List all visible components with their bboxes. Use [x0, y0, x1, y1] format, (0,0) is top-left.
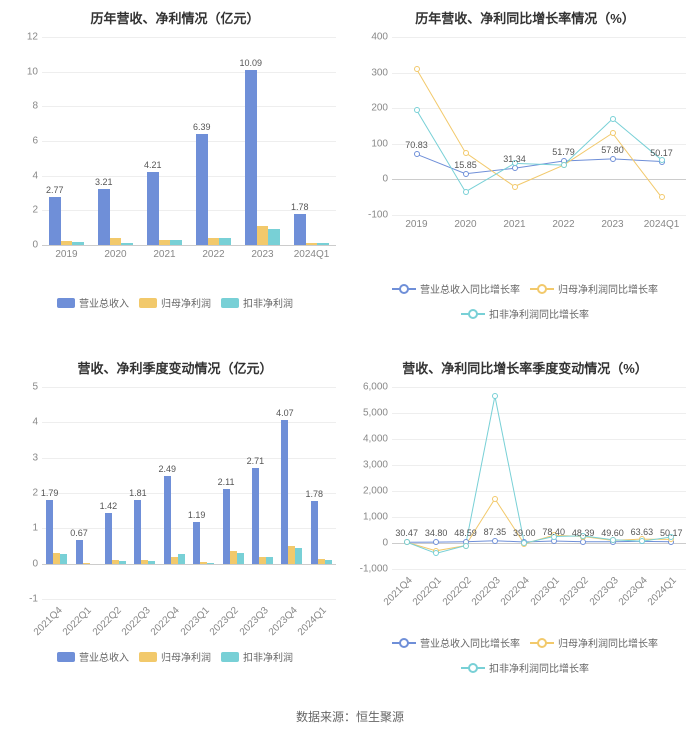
- chart-title: 营收、净利季度变动情况（亿元）: [6, 358, 344, 377]
- chart-title: 历年营收、净利同比增长率情况（%）: [356, 8, 694, 27]
- legend: 营业总收入同比增长率归母净利润同比增长率扣非净利润同比增长率: [356, 635, 694, 675]
- panel-annual-revenue: 历年营收、净利情况（亿元） 0246810122.773.214.216.391…: [0, 0, 350, 350]
- chart-area: -1,00001,0002,0003,0004,0005,0006,00030.…: [356, 383, 694, 633]
- chart-area: -10123451.790.671.421.812.491.192.112.71…: [6, 383, 344, 647]
- chart-title: 历年营收、净利情况（亿元）: [6, 8, 344, 27]
- chart-area: -100010020030040070.8315.8531.3451.7957.…: [356, 33, 694, 279]
- legend: 营业总收入归母净利润扣非净利润: [6, 649, 344, 664]
- chart-area: 0246810122.773.214.216.3910.091.78201920…: [6, 33, 344, 293]
- legend: 营业总收入归母净利润扣非净利润: [6, 295, 344, 310]
- panel-annual-growth: 历年营收、净利同比增长率情况（%） -100010020030040070.83…: [350, 0, 700, 350]
- chart-title: 营收、净利同比增长率季度变动情况（%）: [356, 358, 694, 377]
- panel-quarterly-growth: 营收、净利同比增长率季度变动情况（%） -1,00001,0002,0003,0…: [350, 350, 700, 700]
- panel-quarterly-revenue: 营收、净利季度变动情况（亿元） -10123451.790.671.421.81…: [0, 350, 350, 700]
- chart-grid: 历年营收、净利情况（亿元） 0246810122.773.214.216.391…: [0, 0, 700, 700]
- legend: 营业总收入同比增长率归母净利润同比增长率扣非净利润同比增长率: [356, 281, 694, 321]
- data-source: 数据来源：恒生聚源: [0, 700, 700, 737]
